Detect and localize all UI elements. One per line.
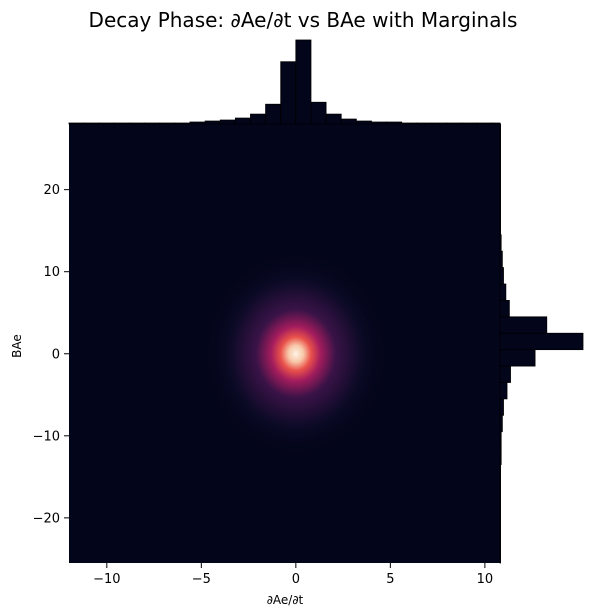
y-marginal-bar	[499, 234, 502, 252]
x-marginal-bar	[492, 122, 501, 125]
x-marginal-bar	[265, 103, 282, 125]
x-axis-label: ∂Ae/∂t	[267, 593, 304, 607]
chart-title: Decay Phase: ∂Ae/∂t vs BAe with Marginal…	[89, 8, 518, 32]
x-marginal-bar	[476, 122, 493, 125]
x-marginal-bar	[189, 121, 206, 125]
y-marginal-bar	[499, 283, 507, 301]
y-marginal-bar	[499, 267, 504, 285]
y-marginal-bar	[499, 185, 501, 203]
y-marginal-histogram	[499, 123, 584, 564]
x-tick-label: 0	[292, 572, 300, 587]
y-marginal-bar	[499, 316, 548, 334]
y-marginal-bar	[499, 123, 501, 137]
y-marginal-bar	[499, 349, 536, 367]
x-marginal-bar	[355, 120, 372, 125]
x-marginal-bar	[174, 122, 191, 125]
x-marginal-bar	[340, 118, 357, 125]
y-marginal-bar	[499, 332, 584, 351]
y-marginal-bar	[499, 398, 504, 416]
y-marginal-bar	[499, 135, 501, 154]
y-marginal-bar	[499, 300, 510, 318]
x-marginal-bar	[431, 122, 448, 125]
x-marginal-bar	[204, 120, 221, 125]
x-tick-label: −10	[93, 572, 120, 587]
x-marginal-bar	[401, 122, 418, 125]
x-tick-label: −5	[192, 572, 211, 587]
x-tick-label: 5	[386, 572, 394, 587]
x-marginal-bar	[83, 122, 100, 125]
density-peak	[200, 248, 391, 459]
y-marginal-bar	[499, 217, 501, 236]
x-marginal-bar	[416, 122, 433, 125]
x-marginal-bar	[446, 122, 463, 125]
x-marginal-bar	[250, 113, 266, 125]
y-marginal-bar	[499, 464, 501, 482]
y-tick-label: 10	[43, 265, 60, 280]
y-tick-label: −10	[33, 429, 60, 444]
y-axis-label: BAe	[10, 334, 24, 358]
x-marginal-bar	[144, 122, 161, 125]
x-axis: −10 −5 0 5 10	[93, 563, 493, 587]
x-tick-label: 10	[477, 572, 494, 587]
x-marginal-histogram	[68, 39, 501, 125]
y-marginal-bar	[499, 496, 501, 515]
y-marginal-bar	[499, 201, 501, 219]
x-marginal-bar	[325, 113, 342, 125]
y-marginal-bar	[499, 529, 501, 547]
y-marginal-bar	[499, 382, 508, 400]
x-marginal-bar	[234, 117, 251, 125]
y-marginal-bar	[499, 414, 503, 433]
y-axis: −20 −10 0 10 20	[33, 183, 69, 526]
x-marginal-bar	[461, 122, 478, 125]
y-marginal-bar	[499, 152, 501, 170]
y-marginal-bar	[499, 431, 502, 449]
x-marginal-bar	[310, 101, 327, 125]
x-marginal-bar	[295, 39, 312, 125]
x-marginal-bar	[386, 121, 403, 125]
y-marginal-bar	[499, 447, 502, 465]
x-marginal-bar	[113, 122, 130, 125]
y-marginal-bar	[499, 513, 501, 531]
x-marginal-bar	[371, 121, 387, 125]
y-tick-label: 20	[43, 183, 60, 198]
x-marginal-bar	[129, 122, 146, 125]
x-marginal-bar	[98, 122, 115, 125]
y-marginal-bar	[499, 365, 511, 383]
y-tick-label: 0	[52, 347, 60, 362]
y-marginal-bar	[499, 546, 501, 564]
y-tick-label: −20	[33, 511, 60, 526]
x-marginal-bar	[68, 122, 85, 125]
x-marginal-bar	[280, 61, 297, 125]
x-marginal-bar	[159, 122, 176, 125]
x-marginal-bar	[219, 119, 236, 125]
y-marginal-bar	[499, 480, 501, 498]
y-marginal-bar	[499, 250, 503, 268]
y-marginal-bar	[499, 168, 501, 186]
